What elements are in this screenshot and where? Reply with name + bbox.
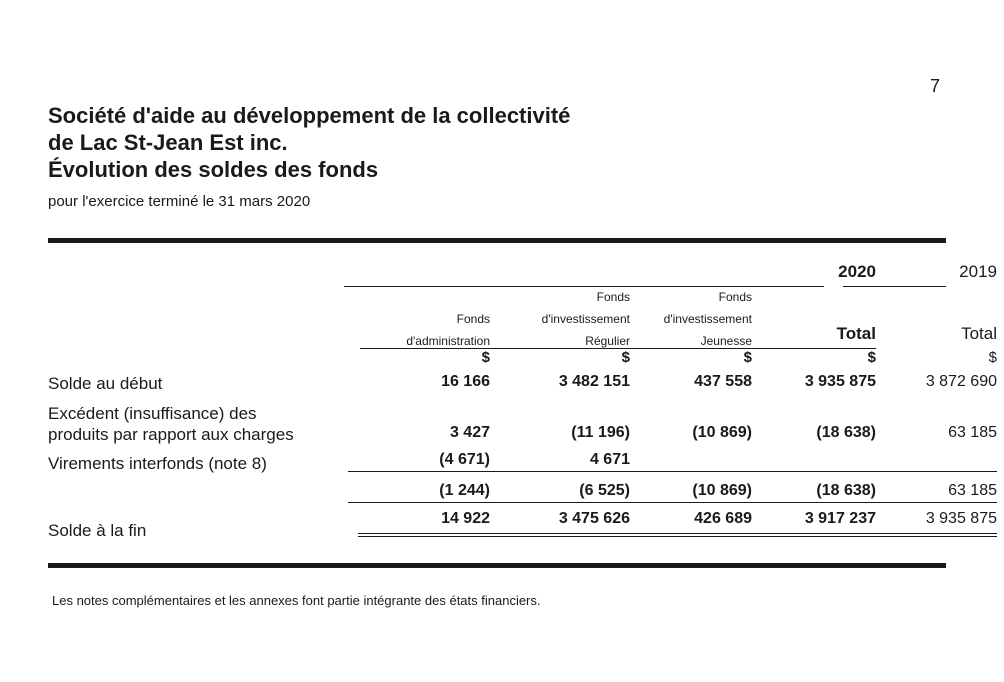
double-rule-admin-2: [358, 536, 490, 537]
row-label-solde-debut: Solde au début: [48, 374, 163, 393]
currency-total-prior: $: [988, 349, 997, 366]
rule-virements-total: [720, 471, 876, 472]
document-subtitle: pour l'exercice terminé le 31 mars 2020: [48, 193, 311, 210]
cell-excedent-total: (18 638): [816, 424, 876, 441]
double-rule-jeunesse-2: [598, 536, 752, 537]
double-rule-total-2: [720, 536, 876, 537]
rule-subtotal-admin: [348, 502, 490, 503]
double-rule-total-1: [720, 533, 876, 534]
year-rule-prior: [843, 286, 946, 287]
cell-subtotal-jeunesse: (10 869): [692, 482, 752, 499]
double-rule-regulier-1: [478, 533, 630, 534]
header-rule-jeunesse: [600, 348, 752, 349]
column-header-total-prior: Total: [961, 324, 997, 343]
currency-admin: $: [481, 349, 490, 366]
cell-solde-fin-regulier: 3 475 626: [558, 510, 630, 527]
rule-virements-admin: [348, 471, 490, 472]
double-rule-prior-1: [845, 533, 997, 534]
cell-excedent-jeunesse: (10 869): [692, 424, 752, 441]
header-rule-total-current: [748, 348, 876, 349]
cell-solde-debut-jeunesse: 437 558: [694, 373, 752, 390]
currency-regulier: $: [621, 349, 630, 366]
column-header-jeunesse: Fonds d'investissement Jeunesse: [663, 290, 752, 348]
title-line-1: Société d'aide au développement de la co…: [48, 103, 571, 128]
double-rule-jeunesse-1: [598, 533, 752, 534]
cell-subtotal-regulier: (6 525): [579, 482, 630, 499]
currency-jeunesse: $: [743, 349, 752, 366]
rule-virements-prior: [845, 471, 997, 472]
cell-solde-fin-prior: 3 935 875: [925, 510, 997, 527]
cell-solde-fin-total: 3 917 237: [804, 510, 876, 527]
bottom-rule: [48, 563, 946, 568]
cell-virements-regulier: 4 671: [589, 451, 630, 468]
rule-subtotal-prior: [845, 502, 997, 503]
row-label-excedent: Excédent (insuffisance) des produits par…: [48, 404, 294, 444]
double-rule-admin-1: [358, 533, 490, 534]
column-header-admin: Fonds d'administration: [406, 312, 490, 348]
year-current: 2020: [838, 262, 876, 281]
cell-solde-debut-total: 3 935 875: [804, 373, 876, 390]
title-line-2: de Lac St-Jean Est inc.: [48, 130, 288, 155]
rule-subtotal-total: [720, 502, 876, 503]
year-prior: 2019: [959, 262, 997, 281]
page-number: 7: [930, 76, 941, 96]
cell-excedent-regulier: (11 196): [571, 424, 630, 441]
cell-solde-debut-regulier: 3 482 151: [558, 373, 630, 390]
document-title: Société d'aide au développement de la co…: [48, 102, 570, 183]
cell-solde-debut-prior: 3 872 690: [925, 373, 997, 390]
cell-solde-fin-admin: 14 922: [441, 510, 490, 527]
rule-subtotal-jeunesse: [598, 502, 752, 503]
cell-solde-fin-jeunesse: 426 689: [694, 510, 752, 527]
cell-subtotal-total: (18 638): [816, 482, 876, 499]
top-rule: [48, 238, 946, 243]
cell-virements-admin: (4 671): [439, 451, 490, 468]
double-rule-prior-2: [845, 536, 997, 537]
currency-total-current: $: [867, 349, 876, 366]
column-header-regulier: Fonds d'investissement Régulier: [541, 290, 630, 348]
rule-virements-jeunesse: [598, 471, 752, 472]
header-rule-admin: [360, 348, 490, 349]
rule-virements-regulier: [478, 471, 630, 472]
cell-excedent-admin: 3 427: [449, 424, 490, 441]
title-line-3: Évolution des soldes des fonds: [48, 157, 379, 182]
column-header-total-current: Total: [836, 324, 876, 343]
cell-solde-debut-admin: 16 166: [441, 373, 490, 390]
cell-excedent-prior: 63 185: [948, 424, 997, 441]
header-rule-regulier: [480, 348, 630, 349]
footnote: Les notes complémentaires et les annexes…: [52, 593, 541, 608]
row-label-solde-fin: Solde à la fin: [48, 521, 147, 540]
rule-subtotal-regulier: [478, 502, 630, 503]
cell-subtotal-admin: (1 244): [439, 482, 490, 499]
row-label-virements: Virements interfonds (note 8): [48, 454, 267, 473]
cell-subtotal-prior: 63 185: [948, 482, 997, 499]
fund-balance-table: 2020 2019 Fonds d'administration Fonds d…: [48, 252, 997, 552]
double-rule-regulier-2: [478, 536, 630, 537]
year-rule-funds: [344, 286, 824, 287]
